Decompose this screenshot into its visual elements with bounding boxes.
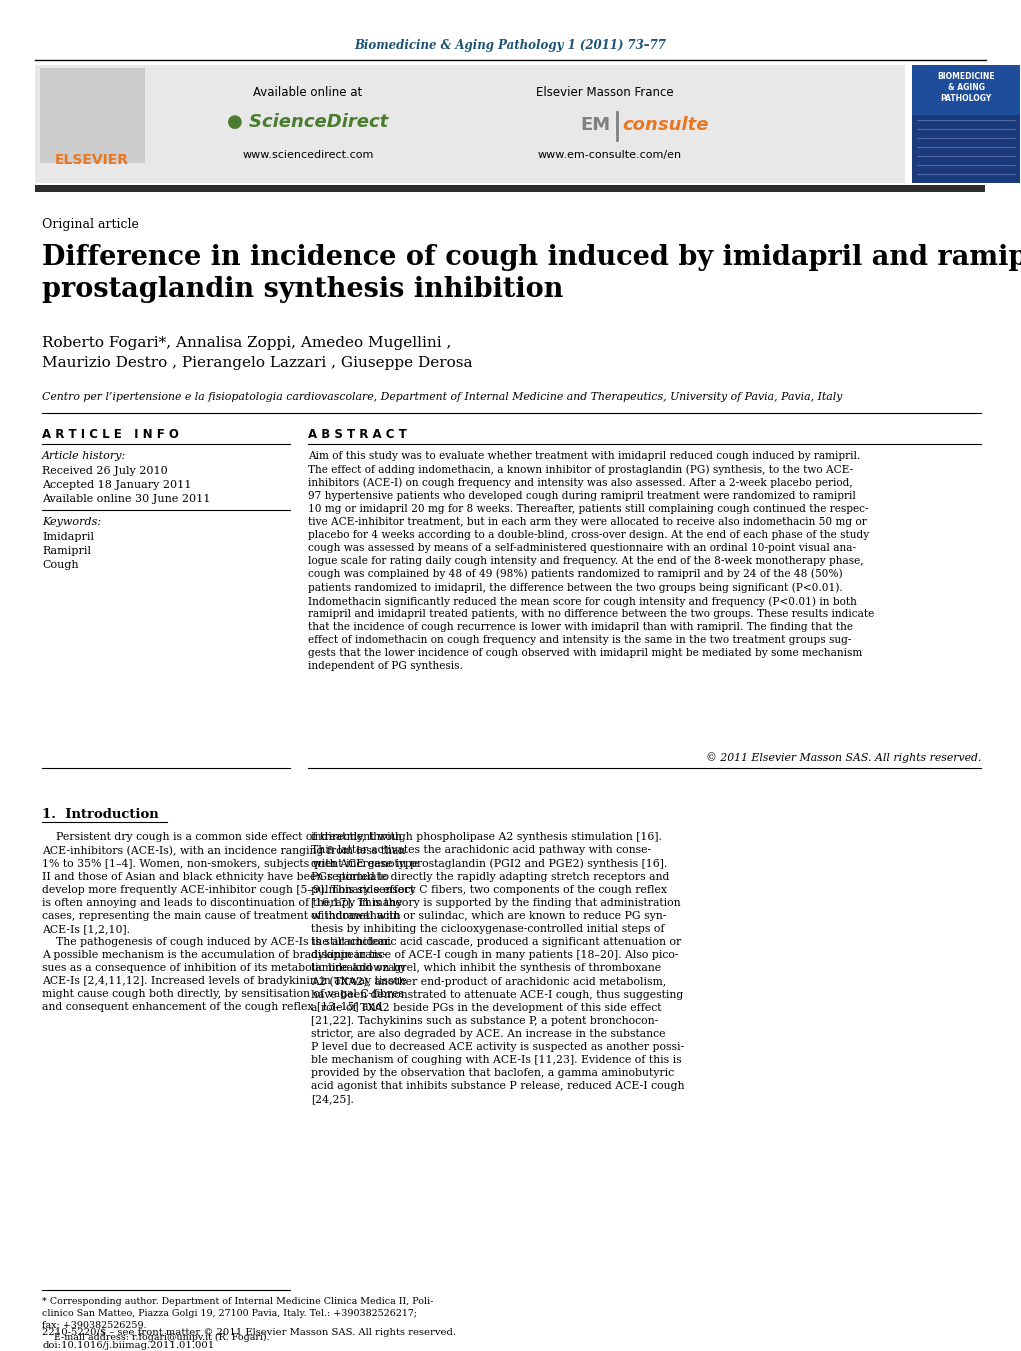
Text: Difference in incidence of cough induced by imidapril and ramipril: Role of
pros: Difference in incidence of cough induced… <box>42 245 1021 303</box>
Text: Ramipril: Ramipril <box>42 546 91 557</box>
Bar <box>40 68 145 163</box>
Text: Imidapril: Imidapril <box>42 532 94 542</box>
Text: Centro per l’ipertensione e la fisiopatologia cardiovascolare, Department of Int: Centro per l’ipertensione e la fisiopato… <box>42 392 842 403</box>
Text: A R T I C L E   I N F O: A R T I C L E I N F O <box>42 428 179 440</box>
Text: BIOMEDICINE
& AGING
PATHOLOGY: BIOMEDICINE & AGING PATHOLOGY <box>937 72 994 103</box>
Text: Persistent dry cough is a common side effect of treatment with
ACE-inhibitors (A: Persistent dry cough is a common side ef… <box>42 832 419 1012</box>
Text: Elsevier Masson France: Elsevier Masson France <box>536 86 674 100</box>
Text: Roberto Fogari*, Annalisa Zoppi, Amedeo Mugellini ,
Maurizio Destro , Pierangelo: Roberto Fogari*, Annalisa Zoppi, Amedeo … <box>42 336 473 370</box>
Text: Received 26 July 2010: Received 26 July 2010 <box>42 466 167 476</box>
Text: © 2011 Elsevier Masson SAS. All rights reserved.: © 2011 Elsevier Masson SAS. All rights r… <box>706 753 981 763</box>
Text: consulte: consulte <box>622 116 709 134</box>
Text: www.em-consulte.com/en: www.em-consulte.com/en <box>538 150 682 159</box>
Text: 2210-5220/$ – see front matter © 2011 Elsevier Masson SAS. All rights reserved.: 2210-5220/$ – see front matter © 2011 El… <box>42 1328 456 1337</box>
Text: Available online 30 June 2011: Available online 30 June 2011 <box>42 494 210 504</box>
Text: Keywords:: Keywords: <box>42 517 101 527</box>
Text: Original article: Original article <box>42 218 139 231</box>
Text: Accepted 18 January 2011: Accepted 18 January 2011 <box>42 480 191 490</box>
Text: ELSEVIER: ELSEVIER <box>55 153 129 168</box>
Bar <box>912 65 1020 115</box>
Text: EM: EM <box>580 116 611 134</box>
Bar <box>912 65 1020 182</box>
Text: Cough: Cough <box>42 561 79 570</box>
Bar <box>35 65 905 182</box>
Text: indirectly, through phospholipase A2 synthesis stimulation [16].
This latter act: indirectly, through phospholipase A2 syn… <box>311 832 684 1104</box>
Text: Aim of this study was to evaluate whether treatment with imidapril reduced cough: Aim of this study was to evaluate whethe… <box>308 451 874 671</box>
Text: Available online at: Available online at <box>253 86 362 100</box>
Bar <box>35 185 985 192</box>
Text: doi:10.1016/j.biimag.2011.01.001: doi:10.1016/j.biimag.2011.01.001 <box>42 1342 214 1350</box>
Text: Biomedicine & Aging Pathology 1 (2011) 73–77: Biomedicine & Aging Pathology 1 (2011) 7… <box>354 39 666 53</box>
Text: Article history:: Article history: <box>42 451 127 461</box>
Text: A B S T R A C T: A B S T R A C T <box>308 428 406 440</box>
Text: www.sciencedirect.com: www.sciencedirect.com <box>242 150 374 159</box>
Text: * Corresponding author. Department of Internal Medicine Clinica Medica II, Poli-: * Corresponding author. Department of In… <box>42 1297 433 1342</box>
Text: 1.  Introduction: 1. Introduction <box>42 808 158 821</box>
Text: ● ScienceDirect: ● ScienceDirect <box>228 113 389 131</box>
